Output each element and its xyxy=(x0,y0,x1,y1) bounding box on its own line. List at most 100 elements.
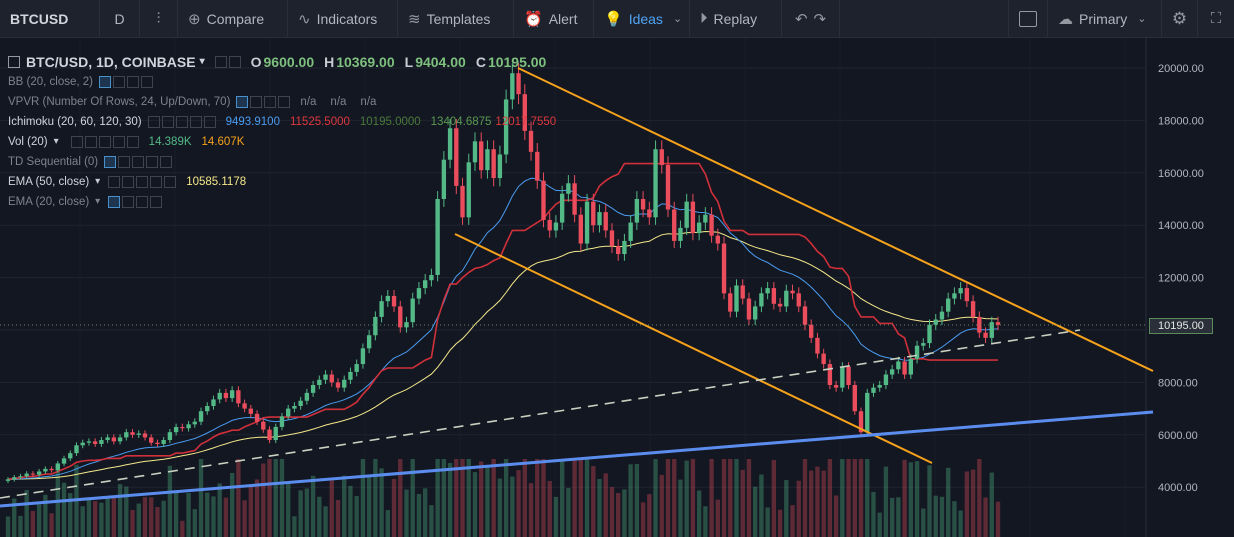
indicator-value: 14.607K xyxy=(201,136,245,148)
volume-bar xyxy=(130,510,135,537)
indicator-buttons[interactable] xyxy=(108,176,178,188)
candle-body xyxy=(846,366,851,386)
compare-button[interactable]: ⊕ Compare xyxy=(178,0,288,38)
candle-body xyxy=(86,441,92,443)
layout-button[interactable] xyxy=(1008,0,1048,38)
replay-button[interactable]: ⏵ Replay xyxy=(690,0,782,38)
indicator-vpvr[interactable]: VPVR (Number Of Rows, 24, Up/Down, 70) n… xyxy=(8,92,570,112)
candle-body xyxy=(61,458,67,464)
undo-icon[interactable]: ↶ xyxy=(794,10,808,28)
collapse-icon[interactable] xyxy=(8,56,20,68)
indicator-buttons[interactable] xyxy=(99,76,155,88)
volume-bar xyxy=(180,520,185,537)
candle-body xyxy=(902,361,907,375)
volume-bar xyxy=(217,483,222,537)
save-layout-button[interactable]: ☁ Primary ⌄ xyxy=(1048,0,1162,38)
volume-bar xyxy=(634,464,640,537)
candle-body xyxy=(373,316,378,336)
redo-icon[interactable]: ↷ xyxy=(813,10,827,28)
indicator-label: Ichimoku (20, 60, 120, 30) xyxy=(8,116,142,128)
chevron-down-icon[interactable]: ▾ xyxy=(95,196,101,207)
volume-bar xyxy=(317,496,322,537)
indicator-label: EMA (20, close) xyxy=(8,196,90,208)
volume-bar xyxy=(99,502,104,537)
volume-bar xyxy=(466,459,471,537)
series-buttons[interactable] xyxy=(214,56,243,68)
candle-body xyxy=(572,183,577,215)
ideas-button[interactable]: 💡 Ideas ⌄ xyxy=(594,0,690,38)
candle-body xyxy=(871,387,876,393)
settings-button[interactable]: ⚙ xyxy=(1162,0,1198,38)
indicator-buttons[interactable] xyxy=(147,116,218,128)
candle-body xyxy=(752,306,758,320)
layout-icon xyxy=(1019,10,1037,27)
volume-bar xyxy=(647,494,652,537)
indicators-button[interactable]: ∿ Indicators xyxy=(288,0,398,38)
candle-body xyxy=(292,405,297,409)
volume-bar xyxy=(491,459,496,537)
volume-bar xyxy=(510,476,515,537)
volume-bar xyxy=(821,470,826,537)
volume-bar xyxy=(696,490,702,537)
alert-button[interactable]: ⏰ Alert xyxy=(514,0,594,38)
indicator-ichimoku[interactable]: Ichimoku (20, 60, 120, 30) 9493.9100 115… xyxy=(8,112,570,132)
volume-bar xyxy=(292,516,297,537)
indicator-buttons[interactable] xyxy=(70,136,141,148)
candle-body xyxy=(908,358,914,375)
indicators-icon: ∿ xyxy=(298,10,311,28)
candle-body xyxy=(821,353,826,365)
candle-body xyxy=(286,408,291,417)
candle-body xyxy=(248,408,254,414)
indicator-ema20[interactable]: EMA (20, close) ▾ xyxy=(8,192,570,212)
volume-bar xyxy=(703,506,708,537)
volume-bar xyxy=(796,480,801,537)
candle-body xyxy=(759,293,764,307)
candle-body xyxy=(877,385,882,388)
indicator-buttons[interactable] xyxy=(104,156,174,168)
chevron-down-icon[interactable]: ▾ xyxy=(199,56,205,67)
candle-body xyxy=(939,311,945,320)
candle-body xyxy=(914,345,920,359)
candle-body xyxy=(634,199,640,223)
volume-bar xyxy=(429,505,434,537)
volume-bar xyxy=(229,472,235,537)
candle-body xyxy=(55,463,60,471)
candle-body xyxy=(684,201,689,228)
chevron-down-icon[interactable]: ▾ xyxy=(53,136,59,147)
candle-body xyxy=(659,149,664,165)
candle-body xyxy=(678,227,683,241)
volume-bar xyxy=(728,459,733,537)
candle-body xyxy=(366,335,372,349)
replay-label: Replay xyxy=(713,10,758,27)
interval-button[interactable]: D xyxy=(100,0,140,38)
indicator-td[interactable]: TD Sequential (0) xyxy=(8,152,570,172)
indicator-buttons[interactable] xyxy=(108,196,164,208)
candle-body xyxy=(622,240,627,255)
candle-body xyxy=(242,403,247,409)
symbol-search[interactable]: BTCUSD xyxy=(0,0,100,38)
chevron-down-icon[interactable]: ▾ xyxy=(95,176,101,187)
price-chart[interactable]: 20000.00 18000.00 16000.00 14000.00 12000.00… xyxy=(0,38,1234,537)
candle-body xyxy=(970,301,976,317)
candle-body xyxy=(958,288,963,294)
candle-body xyxy=(211,399,216,406)
series-title[interactable]: BTC/USD, 1D, COINBASE xyxy=(26,54,196,70)
templates-button[interactable]: ≋ Templates xyxy=(398,0,514,38)
candle-body xyxy=(43,468,48,472)
candle-body xyxy=(535,151,540,181)
price-axis-label: 8000.00 xyxy=(1158,377,1198,389)
volume-bar xyxy=(366,476,372,537)
fullscreen-button[interactable]: ⛶ xyxy=(1198,0,1234,38)
volume-bar xyxy=(989,472,994,537)
indicator-vol[interactable]: Vol (20) ▾ 14.389K 14.607K xyxy=(8,132,570,152)
volume-bar xyxy=(921,508,926,537)
indicator-bb[interactable]: BB (20, close, 2) xyxy=(8,72,570,92)
chart-style-button[interactable]: ⫶ xyxy=(140,0,178,38)
candle-body xyxy=(68,453,73,459)
indicator-ema50[interactable]: EMA (50, close) ▾ 10585.1178 xyxy=(8,172,570,192)
candle-body xyxy=(317,379,322,386)
indicator-buttons[interactable] xyxy=(236,96,292,108)
volume-bar xyxy=(752,486,758,537)
candle-body xyxy=(485,149,490,171)
volume-bar xyxy=(908,462,914,537)
